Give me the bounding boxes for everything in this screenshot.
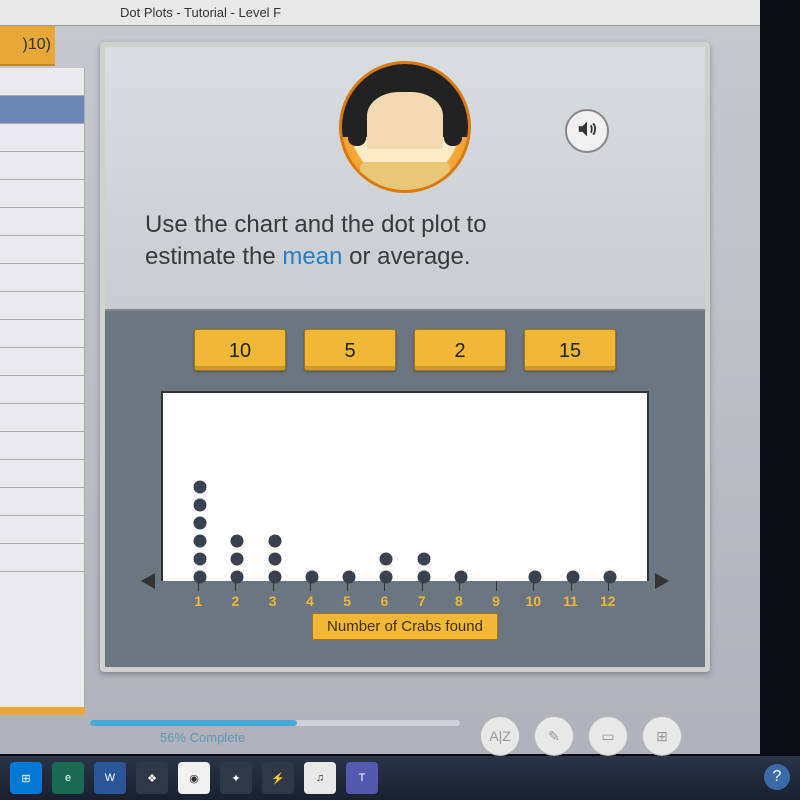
taskbar-chrome-icon[interactable]: ◉ [178, 762, 210, 794]
tick-label: 5 [343, 593, 351, 609]
tick-label: 6 [380, 593, 388, 609]
dot [268, 535, 281, 548]
prompt-line2b: or average. [342, 243, 470, 270]
progress-label: 56% Complete [160, 730, 245, 745]
taskbar-itunes-icon[interactable]: ♫ [304, 762, 336, 794]
dot-plot: 123456789101112 Number of Crabs found [143, 391, 667, 637]
plot-area [161, 391, 649, 581]
taskbar-word-icon[interactable]: W [94, 762, 126, 794]
taskbar-start-icon[interactable]: ⊞ [10, 762, 42, 794]
taskbar-dropbox-icon[interactable]: ❖ [136, 762, 168, 794]
tick-label: 12 [600, 593, 616, 609]
lesson-card: Use the chart and the dot plot to estima… [100, 42, 710, 672]
dot [194, 517, 207, 530]
audio-button[interactable] [565, 109, 609, 153]
prompt-text: Use the chart and the dot plot to estima… [145, 209, 665, 274]
side-panel-base [0, 707, 85, 715]
taskbar-teams-icon[interactable]: T [346, 762, 378, 794]
tick-label: 10 [526, 593, 542, 609]
taskbar: ⊞ eW ❖ ◉ ✦ ⚡ ♫ T [0, 756, 800, 800]
help-button[interactable]: ? [764, 764, 790, 790]
axis-arrow-left-icon [141, 573, 155, 589]
prompt-panel: Use the chart and the dot plot to estima… [105, 47, 705, 311]
prompt-keyword: mean [282, 243, 342, 270]
tick-label: 7 [418, 593, 426, 609]
dot [194, 535, 207, 548]
tab-title: Dot Plots - Tutorial - Level F [0, 0, 760, 20]
dot [194, 481, 207, 494]
progress-track [90, 720, 460, 726]
tick-label: 2 [232, 593, 240, 609]
tool-pencil-button[interactable]: ✎ [534, 716, 574, 756]
answer-option-0[interactable]: 10 [194, 329, 286, 371]
lesson-code-badge: )10) [0, 26, 55, 66]
side-panel [0, 68, 85, 715]
prompt-line1: Use the chart and the dot plot to [145, 211, 487, 238]
tool-notepad-button[interactable]: ▭ [588, 716, 628, 756]
tick-label: 1 [194, 593, 202, 609]
answer-option-1[interactable]: 5 [304, 329, 396, 371]
browser-tab-row: Dot Plots - Tutorial - Level F [0, 0, 760, 26]
tick-label: 3 [269, 593, 277, 609]
taskbar-code-icon[interactable]: ✦ [220, 762, 252, 794]
tick-label: 4 [306, 593, 314, 609]
dot [231, 553, 244, 566]
monitor-bezel-right [760, 0, 800, 800]
tool-calculator-button[interactable]: ⊞ [642, 716, 682, 756]
dot [194, 553, 207, 566]
tick-label: 8 [455, 593, 463, 609]
dot [268, 553, 281, 566]
answer-option-3[interactable]: 15 [524, 329, 616, 371]
taskbar-edge-icon[interactable]: e [52, 762, 84, 794]
dot [231, 535, 244, 548]
dot [380, 553, 393, 566]
dot [194, 499, 207, 512]
prompt-line2a: estimate the [145, 243, 282, 270]
tick-label: 11 [563, 593, 578, 609]
axis-ticks: 123456789101112 [161, 581, 649, 611]
progress-fill [90, 720, 297, 726]
speaker-icon [576, 118, 598, 145]
tick-label: 9 [492, 593, 500, 609]
answer-row: 10 5 2 15 [105, 325, 705, 379]
axis-title: Number of Crabs found [312, 613, 498, 640]
tool-glossary-button[interactable]: A|Z [480, 716, 520, 756]
answer-option-2[interactable]: 2 [414, 329, 506, 371]
axis-arrow-right-icon [655, 573, 669, 589]
dot [417, 553, 430, 566]
taskbar-bolt-icon[interactable]: ⚡ [262, 762, 294, 794]
avatar [339, 61, 471, 193]
